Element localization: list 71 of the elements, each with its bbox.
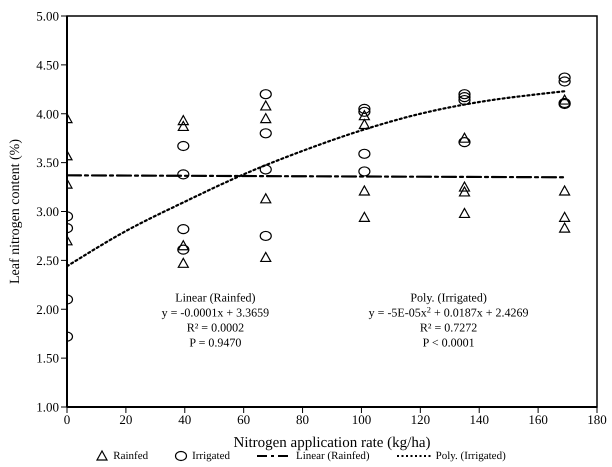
point: [178, 240, 189, 250]
point: [559, 212, 570, 222]
y-tick-label: 1.00: [36, 400, 59, 415]
legend-label: Poly. (Irrigated): [436, 450, 506, 462]
point: [260, 89, 272, 100]
x-tick-label: 60: [237, 412, 250, 428]
x-tick-label: 180: [587, 412, 607, 428]
y-tick-label: 1.50: [36, 350, 59, 366]
x-axis-title: Nitrogen application rate (kg/ha): [233, 435, 431, 451]
point: [260, 113, 272, 124]
x-tick-label: 20: [119, 412, 132, 428]
annotation: y = -5E-05x$^{2}$ + 0.0187x + 2.4269: [368, 304, 529, 320]
point: [358, 166, 370, 177]
point: [260, 128, 272, 138]
annotation: R² = 0.0002: [186, 320, 244, 334]
point: [458, 89, 471, 100]
x-tick-label: 80: [296, 412, 310, 428]
point: [178, 258, 189, 268]
annotation: R² = 0.7272: [420, 320, 478, 334]
point: [458, 208, 470, 218]
point: [178, 120, 189, 132]
y-tick-label: 4.50: [36, 57, 59, 72]
point: [177, 140, 190, 152]
x-tick-label: 40: [178, 412, 192, 428]
point: [358, 104, 370, 114]
x-tick-label: 0: [64, 412, 70, 428]
point: [260, 100, 272, 111]
annotation: P < 0.0001: [422, 335, 475, 350]
point: [178, 114, 189, 126]
y-tick-label: 2.50: [36, 252, 59, 268]
point: [358, 106, 370, 117]
point: [458, 186, 470, 197]
legend-label: Linear (Rainfed): [296, 450, 370, 462]
y-axis-title: Leaf nitrogen content (%): [8, 138, 23, 284]
point: [458, 132, 470, 143]
annotation: Linear (Rainfed): [175, 290, 256, 304]
point: [177, 224, 190, 234]
legend-label: Rainfed: [113, 450, 148, 462]
point: [260, 252, 272, 262]
point: [358, 118, 370, 130]
point: [458, 137, 471, 148]
point: [358, 185, 370, 196]
x-tick-label: 160: [528, 412, 548, 428]
legend-label: Irrigated: [192, 450, 230, 462]
point: [558, 72, 571, 83]
point: [559, 222, 570, 233]
annotation: Poly. (Irrigated): [410, 290, 487, 304]
annotation: P = 0.9470: [189, 335, 242, 350]
y-tick-label: 5.00: [36, 8, 59, 24]
point: [558, 76, 571, 87]
point: [559, 185, 570, 196]
y-tick-label: 3.50: [36, 155, 59, 170]
y-tick-label: 4.00: [36, 106, 59, 122]
point: [458, 94, 471, 106]
point: [458, 181, 470, 192]
point: [260, 193, 272, 204]
y-tick-label: 3.00: [36, 204, 59, 220]
x-tick-label: 140: [469, 412, 489, 428]
x-tick-label: 100: [352, 412, 372, 428]
point: [177, 244, 190, 255]
point: [358, 212, 370, 222]
point: [260, 230, 272, 242]
point: [458, 92, 471, 102]
point: [358, 148, 370, 159]
point: [260, 164, 272, 175]
point: [177, 169, 190, 180]
y-tick-label: 2.00: [36, 302, 59, 317]
annotation: y = -0.0001x + 3.3659: [162, 305, 270, 320]
x-tick-label: 120: [410, 412, 430, 428]
point: [358, 110, 370, 120]
point: [559, 94, 570, 105]
